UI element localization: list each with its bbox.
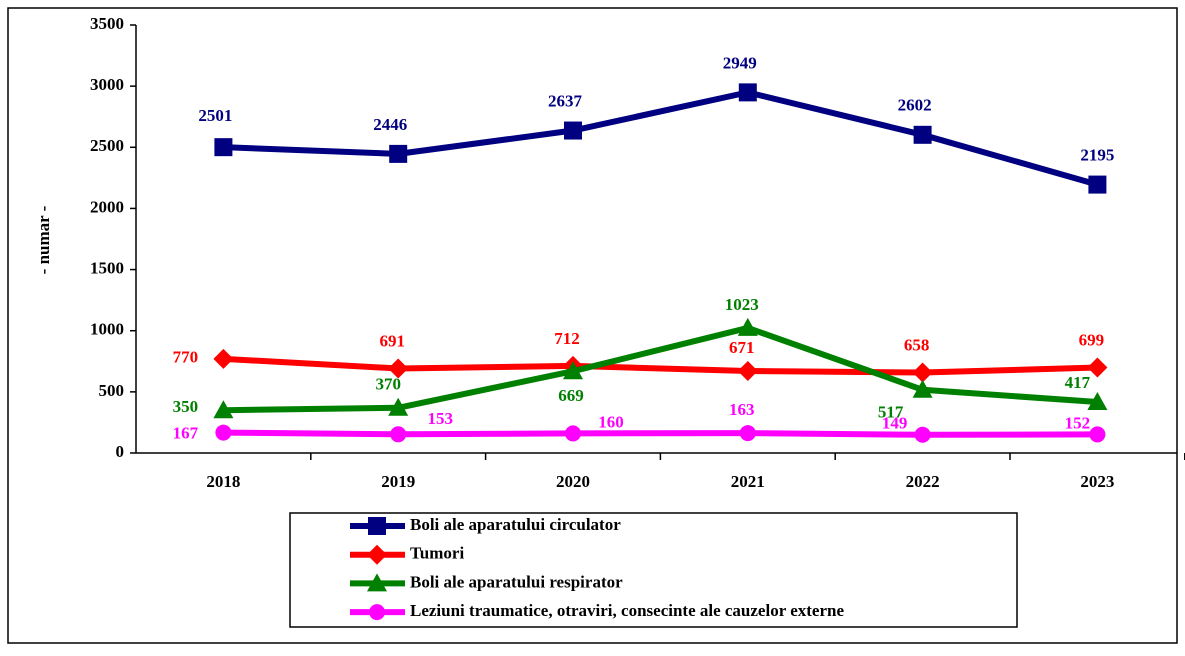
- y-tick-label: 1000: [90, 320, 124, 339]
- data-label: 712: [554, 329, 580, 348]
- legend-marker: [367, 573, 387, 592]
- x-tick-label: 2020: [556, 472, 590, 491]
- y-tick-label: 3000: [90, 75, 124, 94]
- data-label: 2195: [1080, 145, 1114, 164]
- y-tick-label: 0: [116, 442, 125, 461]
- data-label: 2501: [198, 106, 232, 125]
- data-label: 2637: [548, 91, 583, 110]
- data-point: [565, 425, 581, 442]
- y-tick-label: 1500: [90, 258, 124, 277]
- legend-label: Boli ale aparatului respirator: [410, 572, 623, 591]
- series-line: [223, 89, 1099, 188]
- data-label: 699: [1079, 330, 1105, 349]
- data-label: 669: [558, 386, 584, 405]
- data-label: 671: [729, 338, 755, 357]
- legend-label: Boli ale aparatului circulator: [410, 515, 621, 534]
- data-point: [912, 362, 933, 383]
- data-label: 2949: [723, 53, 757, 72]
- data-label: 350: [173, 397, 199, 416]
- data-point: [213, 400, 234, 419]
- data-label: 160: [598, 412, 624, 431]
- data-point: [1089, 426, 1106, 443]
- data-label: 153: [427, 409, 453, 428]
- data-point: [1087, 392, 1108, 411]
- x-tick-label: 2022: [906, 472, 940, 491]
- data-point: [214, 138, 233, 157]
- data-point: [213, 348, 234, 369]
- data-label: 2446: [373, 115, 407, 134]
- data-point: [913, 125, 932, 144]
- data-label: 370: [375, 375, 401, 394]
- legend-marker: [369, 604, 385, 621]
- data-point: [388, 358, 409, 379]
- data-point: [215, 424, 232, 441]
- data-point: [563, 361, 583, 380]
- data-point: [912, 379, 933, 398]
- legend-label: Tumori: [410, 544, 464, 563]
- legend-label: Leziuni traumatice, otraviri, consecinte…: [410, 601, 844, 620]
- series-line: [223, 324, 1098, 414]
- x-tick-label: 2019: [381, 472, 415, 491]
- y-tick-label: 500: [99, 381, 125, 400]
- data-label: 149: [882, 414, 908, 433]
- legend-marker: [368, 517, 386, 535]
- data-point: [1088, 175, 1107, 194]
- y-tick-label: 2000: [90, 197, 124, 216]
- legend-box: [289, 512, 1018, 628]
- data-label: 167: [173, 423, 199, 442]
- series-line: [223, 429, 1098, 438]
- series-line: [223, 355, 1098, 376]
- data-label: 691: [379, 331, 405, 350]
- data-label: 152: [1065, 413, 1091, 432]
- y-axis-title: - numar -: [34, 205, 53, 274]
- data-label: 2602: [898, 96, 932, 115]
- data-label: 417: [1065, 373, 1091, 392]
- x-tick-label: 2023: [1080, 472, 1114, 491]
- data-point: [737, 360, 758, 381]
- data-point: [738, 83, 757, 102]
- data-point: [737, 317, 758, 336]
- x-tick-label: 2021: [731, 472, 765, 491]
- data-label: 658: [904, 335, 930, 354]
- data-label: 770: [173, 348, 199, 367]
- data-point: [739, 425, 756, 442]
- data-label: 517: [878, 403, 904, 422]
- legend-marker: [367, 544, 387, 565]
- data-point: [564, 121, 582, 140]
- data-point: [390, 426, 407, 443]
- data-label: 163: [729, 400, 755, 419]
- data-point: [914, 426, 931, 443]
- data-point: [1087, 357, 1108, 378]
- x-tick-label: 2018: [206, 472, 240, 491]
- data-point: [389, 144, 408, 163]
- y-tick-label: 2500: [90, 136, 124, 155]
- data-point: [388, 397, 409, 416]
- data-label: 1023: [725, 295, 759, 314]
- y-tick-label: 3500: [90, 14, 124, 33]
